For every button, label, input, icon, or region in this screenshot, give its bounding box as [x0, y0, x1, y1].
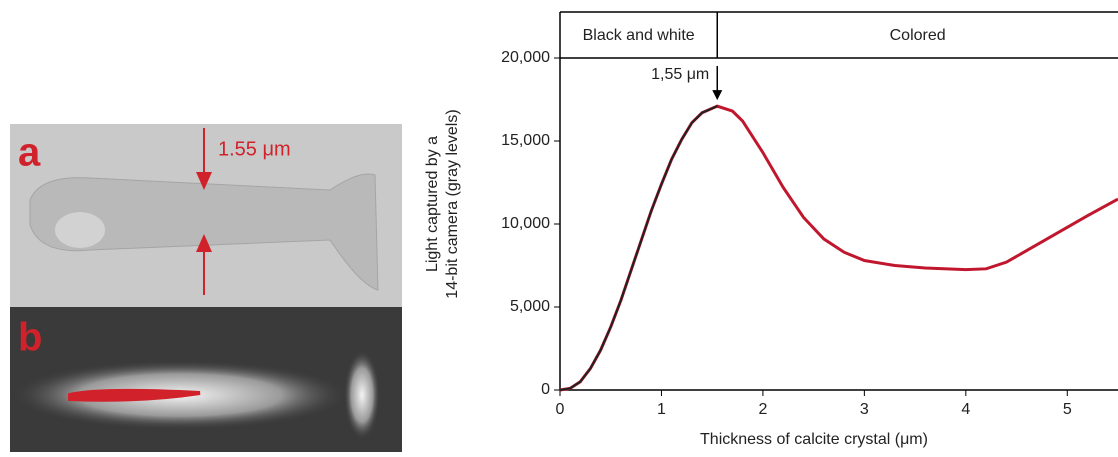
panel-annotation: 1.55 μm	[218, 138, 291, 160]
x-tick-label: 4	[961, 401, 970, 418]
y-tick-label: 5,000	[510, 298, 550, 315]
region-label: Colored	[890, 27, 946, 44]
annotation: 1,55 μm	[651, 66, 709, 83]
x-tick-label: 0	[556, 401, 565, 418]
x-axis-label: Thickness of calcite crystal (μm)	[700, 431, 928, 448]
panel-label: a	[18, 131, 41, 175]
region-label: Black and white	[583, 27, 695, 44]
x-tick-label: 5	[1063, 401, 1072, 418]
y-tick-label: 15,000	[501, 132, 550, 149]
y-tick-label: 20,000	[501, 49, 550, 66]
y-tick-label: 10,000	[501, 215, 550, 232]
image-panel-b: b	[10, 307, 402, 452]
x-tick-label: 2	[758, 401, 767, 418]
x-tick-label: 1	[657, 401, 666, 418]
data-line	[559, 105, 718, 391]
data-line	[559, 104, 1118, 392]
image-panel-a: a 1.55 μm	[10, 124, 402, 307]
y-tick-label: 0	[541, 381, 550, 398]
x-tick-label: 3	[860, 401, 869, 418]
annotation-arrowhead	[712, 90, 723, 101]
panel-label: b	[18, 316, 42, 360]
y-axis-label: 14-bit camera (gray levels)	[444, 109, 461, 298]
y-axis-label: Light captured by a	[424, 136, 441, 272]
